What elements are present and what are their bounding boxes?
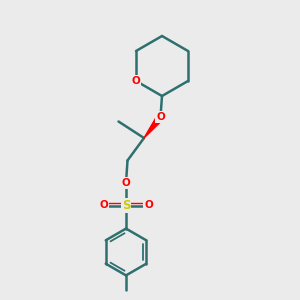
- Text: O: O: [144, 200, 153, 211]
- Polygon shape: [144, 115, 163, 138]
- Text: S: S: [122, 199, 130, 212]
- Text: O: O: [132, 76, 140, 86]
- Text: O: O: [156, 112, 165, 122]
- Text: O: O: [122, 178, 130, 188]
- Text: O: O: [99, 200, 108, 211]
